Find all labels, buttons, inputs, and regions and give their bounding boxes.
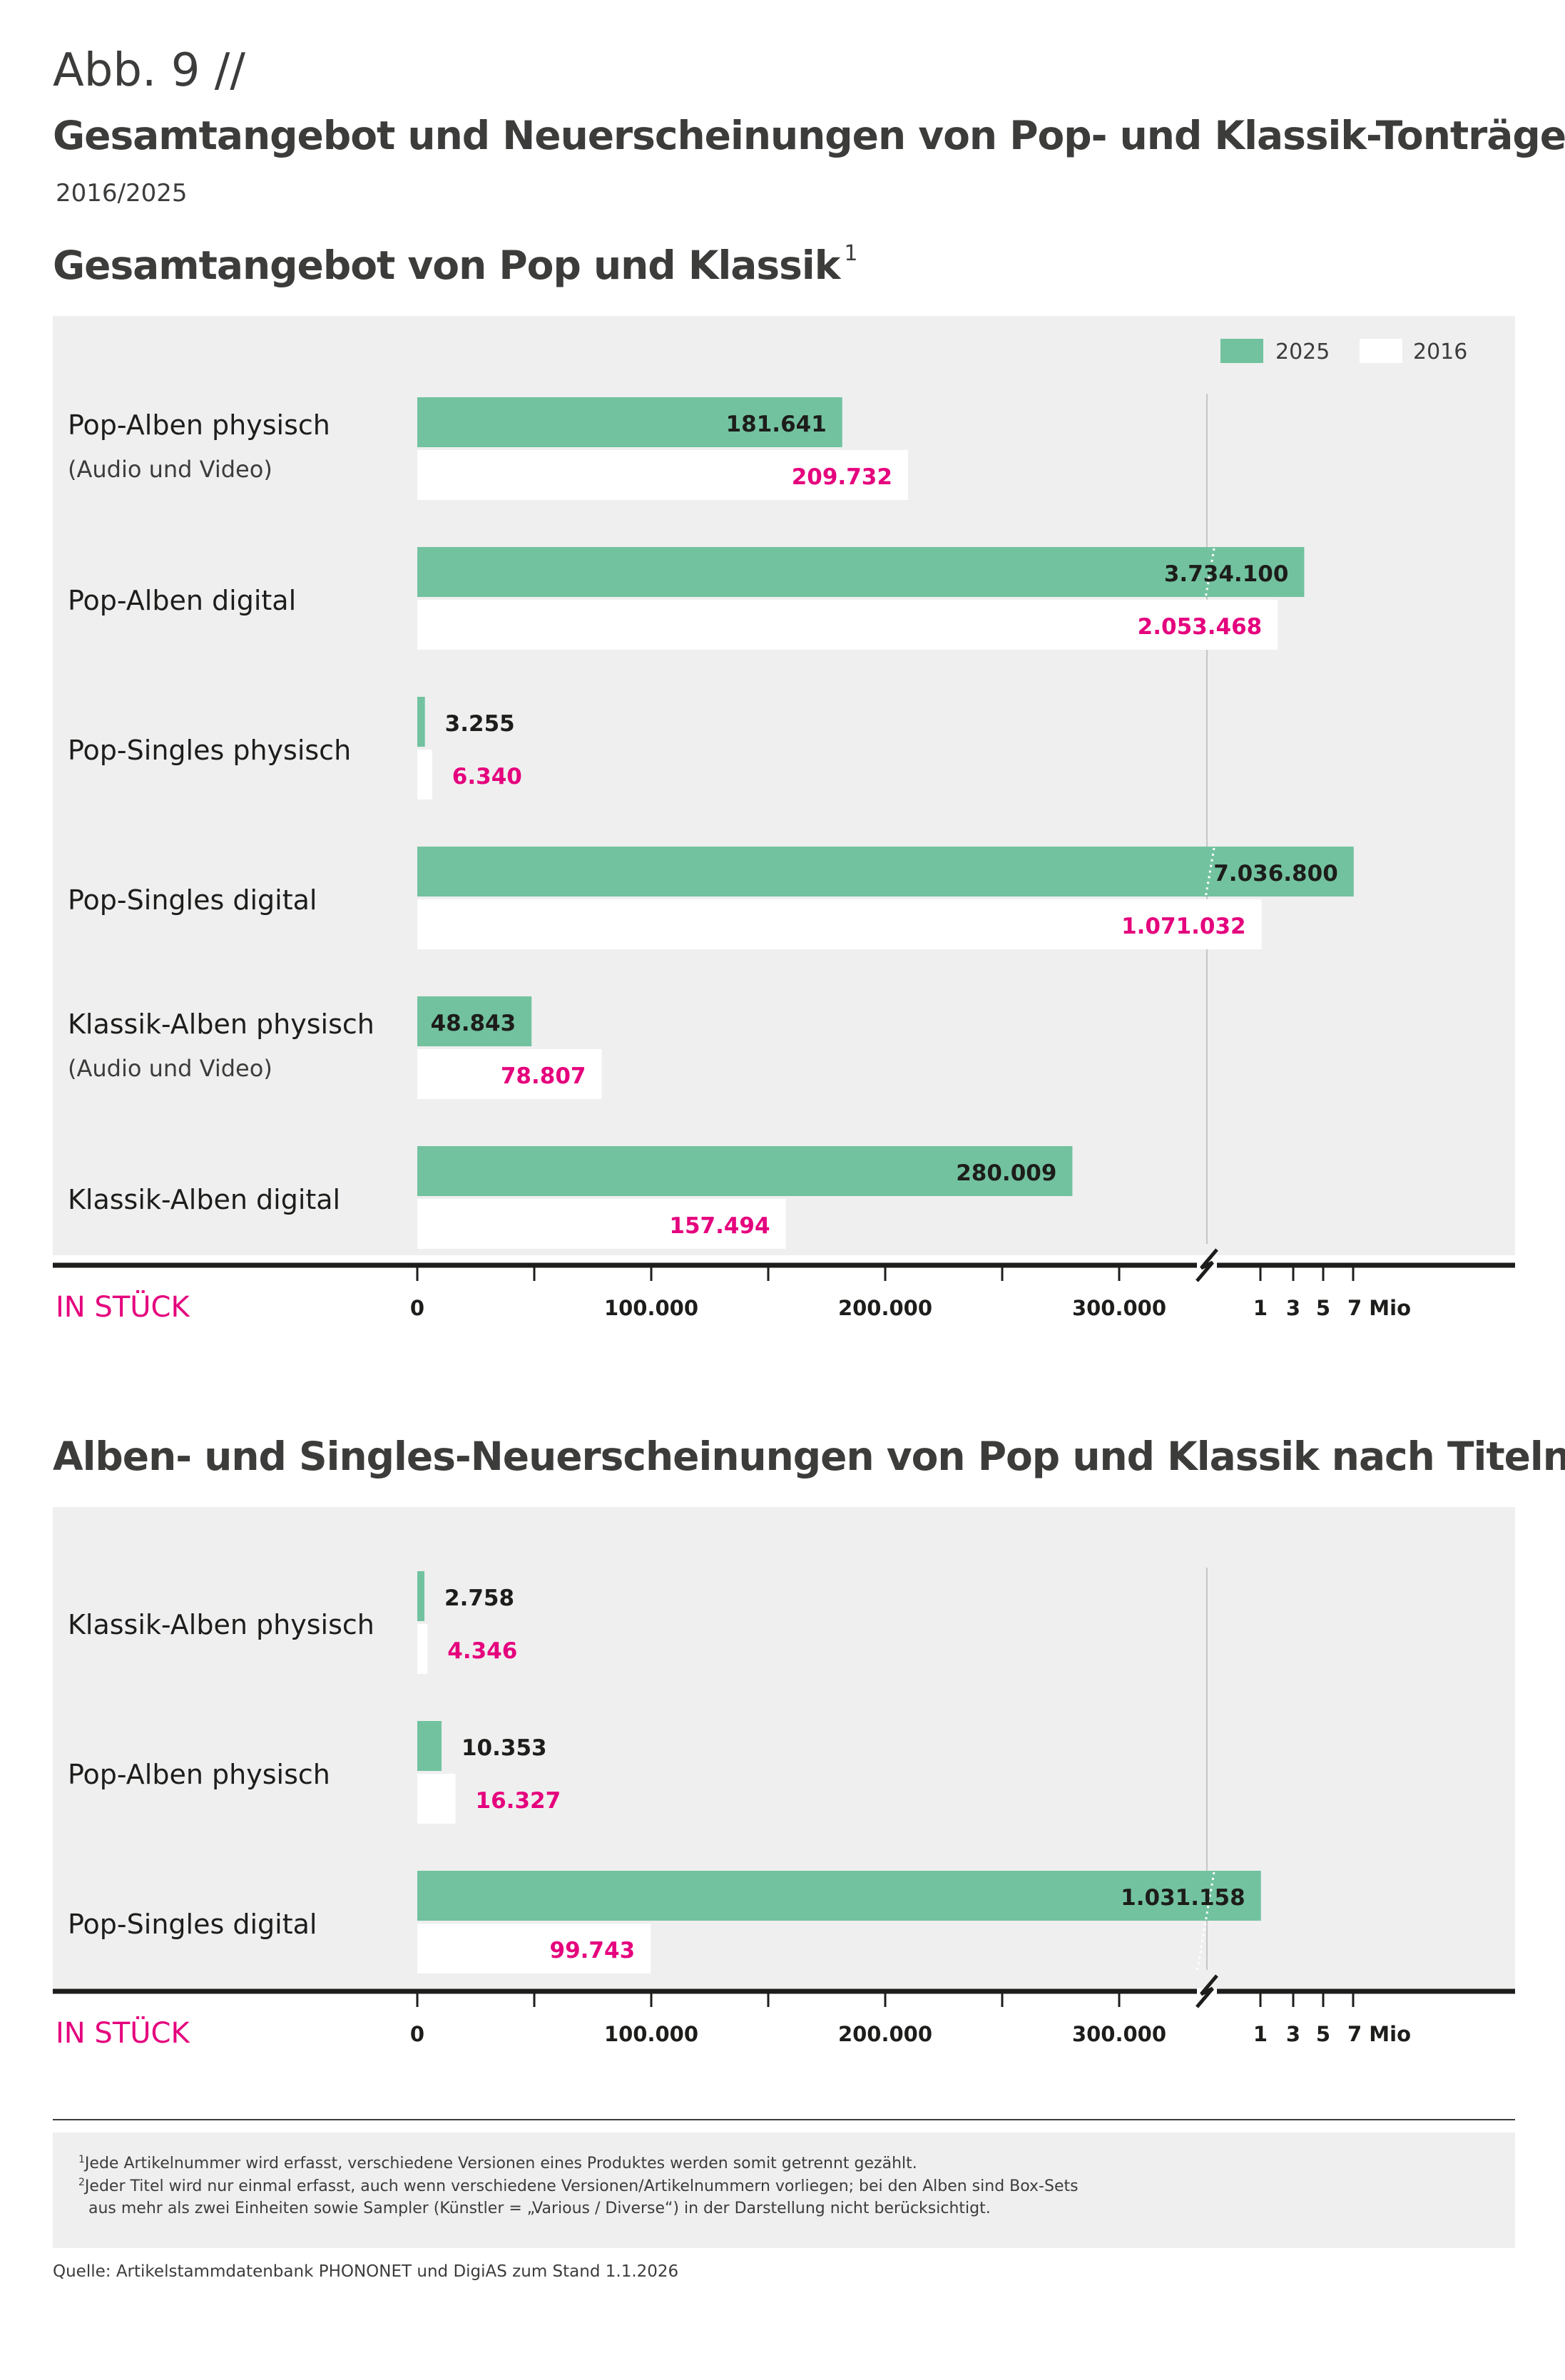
- bar-2016: [417, 600, 1278, 650]
- x-tick-label: 300.000: [1072, 1296, 1166, 1320]
- value-label-2016: 209.732: [792, 464, 892, 490]
- axis-break-mark: [1196, 1974, 1218, 2008]
- x-tick-label: 7 Mio: [1347, 2022, 1411, 2046]
- category-label: Pop-Alben physisch: [68, 1759, 330, 1790]
- x-tick-label: 200.000: [838, 2022, 932, 2046]
- bar-2016: [417, 1774, 456, 1824]
- page-subtitle: 2016/2025: [56, 179, 188, 208]
- bar-2025: [417, 1721, 442, 1771]
- x-tick-label: 5: [1316, 1296, 1330, 1320]
- bar-2016: [417, 1199, 786, 1249]
- value-label-2025: 3.734.100: [1164, 561, 1289, 587]
- value-label-2016: 99.743: [550, 1938, 636, 1963]
- footnotes-box: 1Jede Artikelnummer wird erfasst, versch…: [53, 2133, 1515, 2248]
- value-label-2025: 10.353: [462, 1735, 547, 1761]
- x-tick-label: 100.000: [604, 2022, 698, 2046]
- category-sublabel: (Audio und Video): [68, 456, 272, 483]
- bar-2016: [417, 750, 432, 800]
- x-tick-label: 200.000: [838, 1296, 932, 1320]
- chart2-title-text: Alben- und Singles-Neuerscheinungen von …: [53, 1434, 1565, 1479]
- value-label-2025: 3.255: [445, 711, 515, 737]
- bar-2016: [417, 1624, 428, 1674]
- value-label-2016: 78.807: [501, 1063, 586, 1089]
- x-tick-label: 3: [1286, 1296, 1300, 1320]
- category-label: Klassik-Alben digital: [68, 1184, 340, 1215]
- bar-2025: [417, 1146, 1073, 1196]
- chart1-svg: 181.641 209.732 Pop-Alben physisch (Audio u…: [53, 339, 1515, 1324]
- footnote-2: 2Jeder Titel wird nur einmal erfasst, au…: [78, 2177, 1079, 2195]
- legend-swatch-2025: [1220, 339, 1263, 363]
- source-note: Quelle: Artikelstammdatenbank PHONONET u…: [53, 2262, 679, 2281]
- footnote-1: 1Jede Artikelnummer wird erfasst, versch…: [78, 2154, 917, 2172]
- category-label: Pop-Alben digital: [68, 585, 296, 616]
- category-label: Pop-Singles digital: [68, 884, 317, 916]
- category-label: Klassik-Alben physisch: [68, 1008, 374, 1040]
- divider: [53, 2119, 1515, 2120]
- x-tick-label: 0: [410, 2022, 424, 2046]
- x-tick-label: 5: [1316, 2022, 1330, 2046]
- bar-2025: [417, 697, 425, 747]
- value-label-2025: 2.758: [444, 1585, 514, 1611]
- bar-2025: [417, 397, 842, 447]
- value-label-2016: 6.340: [452, 764, 522, 790]
- category-sublabel: (Audio und Video): [68, 1055, 272, 1082]
- chart1-title-text: Gesamtangebot von Pop und Klassik: [53, 242, 840, 288]
- value-label-2016: 16.327: [476, 1788, 561, 1814]
- value-label-2016: 1.071.032: [1121, 914, 1246, 939]
- category-label: Klassik-Alben physisch: [68, 1609, 374, 1640]
- chart1-title: Gesamtangebot von Pop und Klassik 1: [53, 241, 857, 288]
- axis-break-mark: [1196, 1248, 1218, 1282]
- legend-swatch-2016: [1360, 339, 1402, 363]
- x-tick-label: 3: [1286, 2022, 1300, 2046]
- x-tick-label: 1: [1253, 2022, 1268, 2046]
- category-label: Pop-Singles physisch: [68, 735, 351, 766]
- x-tick-label: 1: [1253, 1296, 1268, 1320]
- value-label-2025: 7.036.800: [1213, 861, 1338, 887]
- x-tick-label: 0: [410, 1296, 424, 1320]
- bar-2016: [417, 450, 908, 500]
- x-tick-label: 100.000: [604, 1296, 698, 1320]
- category-label: Pop-Singles digital: [68, 1909, 317, 1940]
- category-label: Pop-Alben physisch: [68, 409, 330, 441]
- footnote-2-cont: aus mehr als zwei Einheiten sowie Sample…: [88, 2200, 991, 2217]
- x-axis-unit-label: IN STÜCK: [56, 2016, 190, 2050]
- value-label-2025: 1.031.158: [1121, 1885, 1245, 1911]
- value-label-2025: 280.009: [956, 1160, 1056, 1186]
- figure-label: Abb. 9 //: [53, 44, 245, 97]
- x-tick-label: 7 Mio: [1347, 1296, 1411, 1320]
- value-label-2016: 4.346: [447, 1638, 517, 1664]
- bar-2025: [417, 1571, 424, 1621]
- legend-label-2025: 2025: [1275, 339, 1330, 364]
- x-tick-label: 300.000: [1072, 2022, 1166, 2046]
- legend-label-2016: 2016: [1413, 339, 1467, 364]
- bar-2016: [417, 1924, 651, 1973]
- bar-2016: [417, 899, 1262, 949]
- bar-2025: [417, 996, 532, 1046]
- chart1-title-note: 1: [844, 241, 857, 266]
- value-label-2025: 181.641: [726, 412, 827, 437]
- chart2-svg: 2.758 4.346 Klassik-Alben physisch 10.353 16…: [53, 1568, 1515, 2050]
- bar-2025: [417, 1871, 1261, 1921]
- bar-2025: [417, 547, 1305, 597]
- value-label-2016: 2.053.468: [1138, 614, 1263, 640]
- page-title: Gesamtangebot und Neuerscheinungen von P…: [53, 113, 1565, 158]
- value-label-2016: 157.494: [669, 1213, 770, 1239]
- bar-2025: [417, 847, 1354, 897]
- x-axis-unit-label: IN STÜCK: [56, 1289, 190, 1324]
- chart2-title: Alben- und Singles-Neuerscheinungen von …: [53, 1432, 1565, 1479]
- value-label-2025: 48.843: [431, 1011, 516, 1036]
- bar-2016: [417, 1049, 602, 1099]
